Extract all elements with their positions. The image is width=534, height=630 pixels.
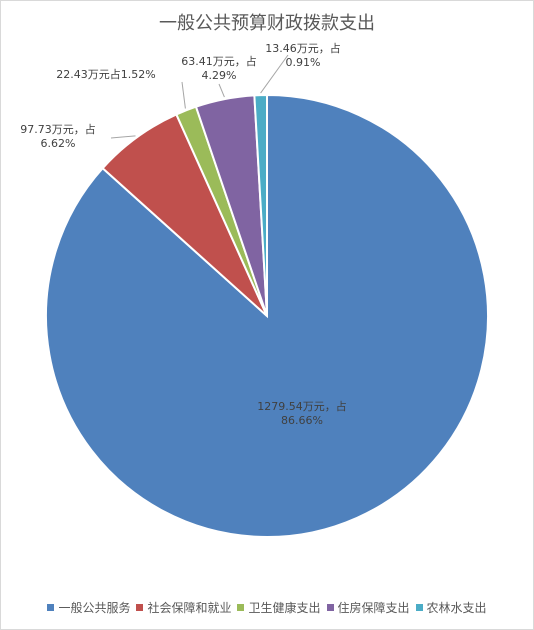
legend-item-2: 社会保障和就业 — [136, 599, 231, 616]
legend-swatch — [237, 604, 245, 611]
legend-label: 社会保障和就业 — [147, 601, 232, 615]
data-label-1: 1279.54万元，占 86.66% — [257, 399, 347, 427]
legend-label: 农林水支出 — [426, 601, 487, 615]
pie-chart: 1279.54万元，占 86.66% 97.73万元，占 6.62% 22.43万元占1… — [20, 41, 489, 538]
data-labels: 1279.54万元，占 86.66% 97.73万元，占 6.62% 22.43万元占1… — [20, 41, 347, 427]
leader-line-2 — [110, 135, 136, 139]
leader-line-5 — [260, 54, 289, 94]
legend-swatch — [415, 604, 423, 611]
legend-label: 卫生健康支出 — [248, 601, 321, 615]
pie-slice-1 — [45, 93, 489, 538]
chart-legend: 一般公共服务 社会保障和就业 卫生健康支出 住房保障支出 农林水支出 — [0, 599, 534, 616]
leader-lines — [110, 54, 289, 139]
legend-item-1: 一般公共服务 — [47, 599, 130, 616]
leader-line-3 — [181, 81, 186, 109]
pie-slices — [45, 93, 489, 538]
pie-slice-5 — [253, 93, 268, 317]
legend-item-4: 住房保障支出 — [326, 599, 410, 616]
legend-swatch — [136, 604, 144, 611]
legend-item-3: 卫生健康支出 — [237, 599, 321, 616]
legend-label: 住房保障支出 — [337, 601, 410, 615]
leader-line-4 — [218, 83, 225, 98]
data-label-2: 97.73万元，占 6.62% — [20, 122, 96, 150]
data-label-3: 22.43万元占1.52% — [56, 67, 155, 81]
legend-label: 一般公共服务 — [58, 601, 131, 615]
data-label-5: 13.46万元，占 0.91% — [265, 41, 341, 69]
data-label-4: 63.41万元，占 4.29% — [181, 54, 257, 82]
legend-swatch — [47, 604, 55, 611]
legend-swatch — [326, 604, 334, 611]
legend-item-5: 农林水支出 — [415, 599, 487, 616]
chart-title: 一般公共预算财政拨款支出 — [159, 13, 375, 34]
